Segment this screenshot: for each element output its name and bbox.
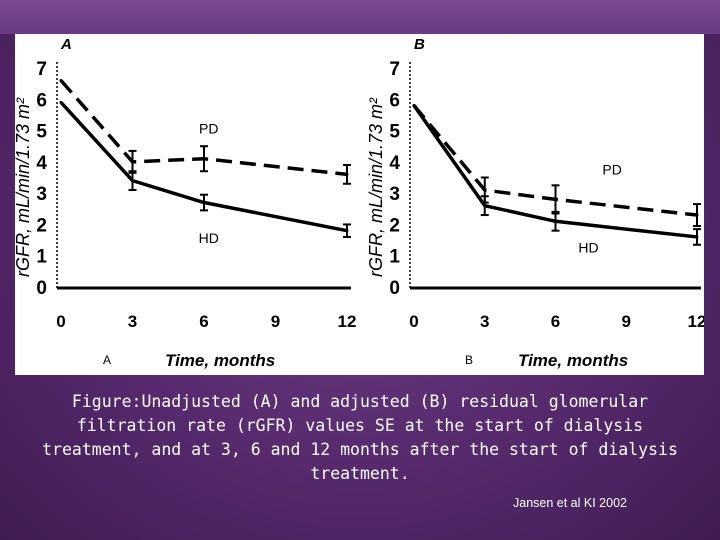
- y-tick-label: 6: [36, 90, 47, 111]
- y-tick-label: 3: [389, 184, 400, 205]
- citation: Jansen et al KI 2002: [513, 496, 627, 510]
- y-tick-label: 1: [36, 247, 47, 268]
- data-point: [131, 179, 134, 183]
- data-point: [483, 204, 487, 208]
- series-annotation: PD: [199, 121, 218, 137]
- y-tick-label: 0: [36, 278, 47, 299]
- data-point: [554, 219, 557, 223]
- series-annotation: HD: [199, 230, 219, 246]
- x-tick-label: 12: [688, 312, 704, 331]
- data-point: [345, 229, 349, 233]
- x-tick-label: 9: [622, 312, 631, 331]
- y-tick-label: 5: [36, 122, 47, 143]
- panel-label: A: [60, 36, 72, 53]
- figure-panel: A 0 1 2 3 4 5 6 7 0 3 6 9 12 rGFR, mL/min/1.73 m² Time,…: [15, 34, 704, 375]
- series-annotation: PD: [602, 161, 621, 177]
- y-tick-label: 2: [389, 215, 400, 236]
- y-tick-label: 5: [389, 122, 400, 143]
- y-tick-label: 1: [389, 247, 400, 268]
- y-tick-label: 7: [36, 59, 47, 80]
- x-tick-label: 0: [56, 312, 65, 331]
- x-tick-label: 3: [128, 312, 137, 331]
- y-axis-label: rGFR, mL/min/1.73 m²: [366, 97, 386, 277]
- data-point: [412, 104, 416, 108]
- data-point: [59, 100, 63, 104]
- series-line-hd: [59, 101, 348, 233]
- data-point: [695, 235, 699, 239]
- series-line-pd: [412, 104, 698, 217]
- x-axis-label: Time, months: [518, 351, 628, 370]
- series-line-pd: [59, 79, 348, 177]
- corner-label: B: [465, 353, 473, 367]
- x-tick-label: 6: [551, 312, 560, 331]
- x-tick-label: 6: [199, 312, 208, 331]
- data-point: [483, 188, 487, 192]
- series-annotation: HD: [578, 240, 598, 256]
- data-point: [695, 213, 699, 217]
- x-tick-label: 3: [480, 312, 489, 331]
- data-point: [202, 201, 206, 205]
- y-tick-label: 6: [389, 90, 400, 111]
- corner-label: A: [103, 353, 111, 367]
- x-axis-label: Time, months: [165, 351, 275, 370]
- y-tick-label: 2: [36, 215, 47, 236]
- series-line-hd: [412, 104, 698, 239]
- title-band: [0, 0, 720, 34]
- y-tick-label: 3: [36, 184, 47, 205]
- data-point: [59, 79, 63, 83]
- x-tick-label: 12: [338, 312, 357, 331]
- x-tick-label: 9: [271, 312, 280, 331]
- y-tick-label: 7: [389, 59, 400, 80]
- y-tick-label: 4: [36, 153, 47, 174]
- figure-caption: Figure:Unadjusted (A) and adjusted (B) r…: [42, 392, 678, 483]
- data-point: [202, 157, 206, 161]
- data-point: [131, 160, 134, 164]
- y-tick-label: 4: [389, 153, 400, 174]
- panel-label: B: [414, 36, 425, 53]
- data-point: [345, 172, 349, 176]
- x-tick-label: 0: [409, 312, 418, 331]
- y-tick-label: 0: [389, 278, 400, 299]
- y-axis-label: rGFR, mL/min/1.73 m²: [15, 97, 33, 277]
- data-point: [554, 197, 557, 201]
